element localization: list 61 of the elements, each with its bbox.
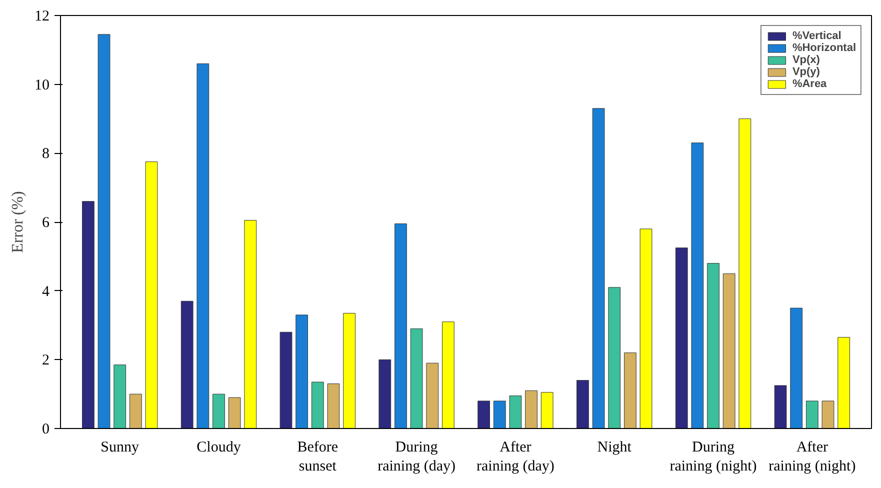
bar [509,396,522,428]
bar [838,337,850,428]
legend-label: %Area [792,78,827,90]
bar [196,63,210,428]
bar [212,394,225,428]
bar [576,380,589,428]
legend-label: Vp(y) [792,66,820,78]
bar [228,397,241,428]
y-tick-label: 8 [42,146,50,162]
bar [738,118,752,428]
x-tick-label: Before sunset [297,440,338,475]
y-axis-title: Error (%) [10,191,26,253]
y-tick-label: 10 [34,77,50,94]
y-tick-label: 6 [42,215,50,231]
bar [540,392,554,428]
bar [774,385,787,428]
bar [296,314,308,428]
bar [691,142,704,428]
bar [592,108,605,428]
y-tick-label: 2 [42,352,50,369]
legend-label: Vp(x) [792,54,820,66]
bar [493,400,506,428]
legend-label: %Horizontal [792,42,856,54]
x-tick-label: During raining (day) [378,440,456,475]
bar [82,201,94,428]
y-tick-label: 12 [34,8,50,24]
y-tick-label: 0 [42,422,50,438]
bar [640,228,652,428]
x-tick-label: After raining (night) [768,440,856,475]
bar [442,322,454,428]
bar [129,394,142,428]
x-tick-label: Sunny [100,440,140,456]
x-tick-label: Cloudy [196,440,242,456]
x-tick-label: During raining (night) [670,440,757,475]
x-tick-label: After raining (day) [476,440,554,475]
bar [311,382,324,428]
bar [280,332,292,428]
bar [378,359,392,428]
bar [244,220,257,428]
bar [525,390,538,428]
bar [790,308,803,428]
bar [180,300,194,428]
bar [410,328,423,428]
bar [478,400,490,428]
bar [806,400,818,428]
bar [624,352,636,428]
legend-label: %Vertical [792,30,842,42]
bar [327,384,340,428]
bar [343,312,356,428]
bar [675,248,688,428]
bar [98,34,110,428]
bar [822,400,834,428]
bar [394,223,407,428]
bar [722,273,736,428]
y-tick-label: 4 [42,284,50,300]
bar [145,162,158,428]
bar [426,362,439,428]
bar [608,287,621,428]
x-tick-label: Night [597,440,632,456]
bar [707,263,720,428]
bar [114,364,126,428]
